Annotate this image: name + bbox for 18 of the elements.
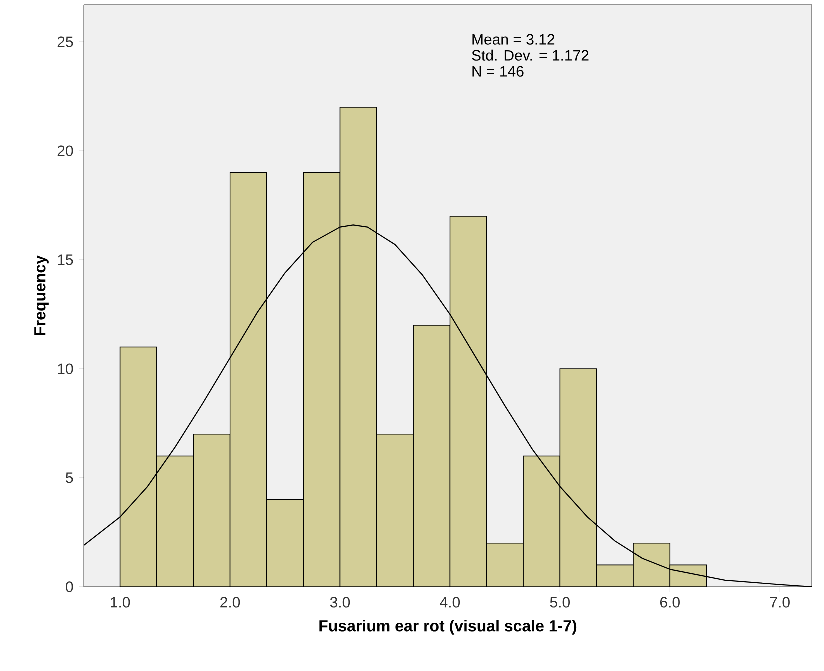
x-axis-title: Fusarium ear rot (visual scale 1-7) [320,620,577,635]
y-tick-label: 15 [58,254,74,266]
y-tick-label: 0 [66,582,74,592]
y-tick-label: 20 [58,146,74,156]
y-tick-label: 5 [66,472,74,484]
x-tick-label: 3.0 [330,597,350,608]
x-tick-label: 2.0 [220,597,240,608]
x-tick-label: 4.0 [440,597,460,608]
x-tick-label: 1.0 [111,597,130,608]
annotation: Std. Dev. = 1.172 [472,50,589,61]
y-tick-label: 25 [58,36,74,48]
x-tick-label: 7.0 [770,597,790,608]
annotation: Mean = 3.12 [472,34,555,45]
annotation: N = 146 [472,66,524,77]
y-axis-title: Frequency [34,256,49,336]
x-tick-label: 5.0 [550,597,570,608]
x-tick-label: 6.0 [660,597,680,608]
y-tick-label: 10 [58,364,74,374]
